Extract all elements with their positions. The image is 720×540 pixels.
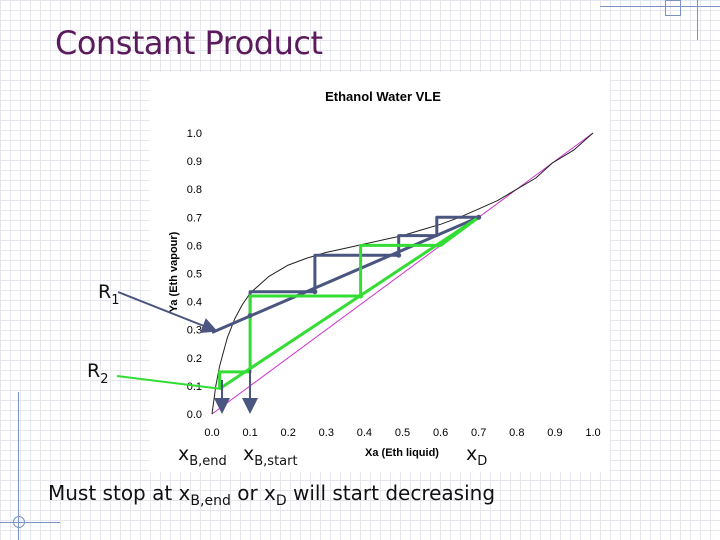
xb-end-label: xB,end: [178, 443, 227, 469]
decor-square: [665, 0, 681, 16]
y-tick-label: 0.6: [187, 240, 202, 252]
y-tick-label: 0.1: [187, 381, 202, 393]
r2-stage-steps: [218, 216, 480, 389]
operating-point-marker: [396, 252, 402, 258]
r2-callout-line: [116, 375, 223, 390]
diagonal-line: [211, 132, 594, 415]
x-tick-label: 0.1: [242, 427, 257, 439]
r1-operating-line: [211, 215, 480, 334]
bottom-caption: Must stop at xB,end or xD will start dec…: [48, 481, 495, 509]
r1-label: R1: [98, 281, 119, 308]
y-tick-label: 0.9: [187, 156, 202, 168]
x-tick-label: 0.4: [357, 427, 372, 439]
decor-line-left: [18, 392, 19, 540]
r1-callout-arrow: [117, 291, 218, 334]
x-tick-label: 0.2: [281, 427, 296, 439]
x-tick-label: 0.0: [204, 427, 219, 439]
x-axis-label: Xa (Eth liquid): [365, 447, 439, 459]
x-tick-label: 1.0: [585, 427, 600, 439]
x-tick-label: 0.7: [471, 427, 486, 439]
r2-label: R2: [87, 360, 108, 387]
r2-operating-line: [218, 216, 480, 390]
decor-line-bottom: [0, 522, 60, 523]
operating-point-marker: [476, 214, 482, 220]
xb-start-label: xB,start: [243, 443, 298, 469]
operating-point-marker: [358, 293, 364, 299]
x-tick-label: 0.9: [547, 427, 562, 439]
slide-title: Constant Product: [55, 24, 323, 62]
xd-label: xD: [466, 443, 487, 469]
x-tick-label: 0.6: [433, 427, 448, 439]
y-tick-label: 0.5: [187, 269, 202, 281]
x-tick-label: 0.3: [319, 427, 334, 439]
operating-point-marker: [247, 313, 253, 319]
y-tick-label: 0.0: [187, 409, 202, 421]
chart-title: Ethanol Water VLE: [325, 89, 441, 104]
y-tick-label: 0.3: [187, 325, 202, 337]
y-axis-label: Ya (Eth vapour): [168, 231, 180, 312]
y-tick-label: 0.7: [187, 212, 202, 224]
operating-point-marker: [312, 289, 318, 295]
y-tick-label: 0.2: [187, 353, 202, 365]
y-tick-label: 0.4: [187, 297, 202, 309]
x-tick-label: 0.5: [395, 427, 410, 439]
decor-line-top: [600, 6, 720, 7]
decor-circle: [13, 516, 25, 528]
x-tick-label: 0.8: [509, 427, 524, 439]
y-tick-label: 0.8: [187, 184, 202, 196]
decor-line-top-vertical: [697, 0, 698, 40]
y-tick-label: 1.0: [187, 128, 202, 140]
